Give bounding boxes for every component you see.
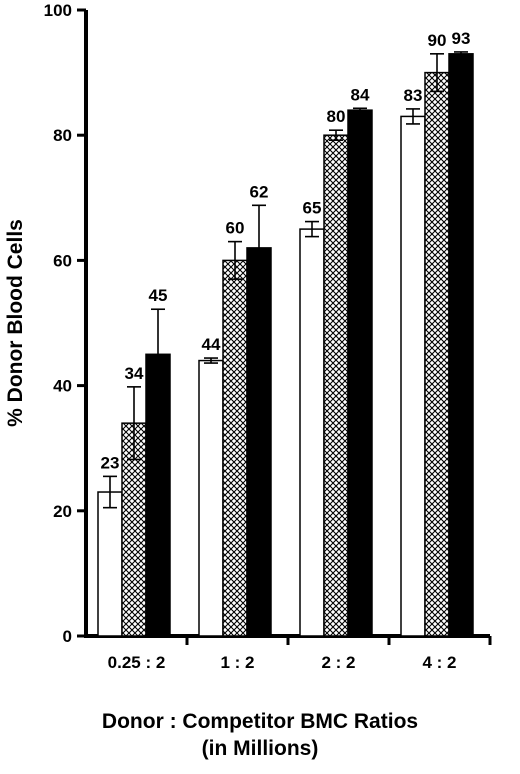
bar xyxy=(424,71,450,637)
x-tick-label: 1 : 2 xyxy=(220,653,254,672)
data-label: 44 xyxy=(202,335,221,354)
x-axis-title-line-2: (in Millions) xyxy=(201,737,319,760)
y-tick-label: 100 xyxy=(44,1,72,20)
bar xyxy=(246,247,272,637)
bar xyxy=(347,109,373,637)
x-axis-title-line-1: Donor : Competitor BMC Ratios xyxy=(101,710,419,733)
bars xyxy=(97,51,474,637)
x-axis-title: Donor : Competitor BMC Ratios (in Millio… xyxy=(0,708,520,762)
data-label: 83 xyxy=(404,86,423,105)
x-tick-label: 4 : 2 xyxy=(422,653,456,672)
data-label: 90 xyxy=(428,31,447,50)
bar xyxy=(198,359,224,637)
data-label: 62 xyxy=(250,182,269,201)
bar xyxy=(222,259,248,637)
data-label: 84 xyxy=(351,85,370,104)
data-label: 23 xyxy=(101,453,120,472)
data-label: 80 xyxy=(327,107,346,126)
x-tick-label: 2 : 2 xyxy=(321,653,355,672)
bar xyxy=(323,134,349,637)
y-tick-label: 0 xyxy=(63,627,72,646)
x-tick-label: 0.25 : 2 xyxy=(108,653,166,672)
y-tick-label: 60 xyxy=(53,251,72,270)
y-tick-label: 40 xyxy=(53,377,72,396)
data-label: 34 xyxy=(125,364,144,383)
y-axis-title: % Donor Blood Cells xyxy=(4,219,27,427)
data-label: 65 xyxy=(303,199,322,218)
y-tick-label: 20 xyxy=(53,502,72,521)
data-label: 93 xyxy=(452,29,471,48)
bar xyxy=(97,491,123,637)
data-label: 45 xyxy=(149,286,168,305)
data-label: 60 xyxy=(226,219,245,238)
bar-chart: 0 20 40 60 80 100 % Donor Blood Cells 0.25 : 2 2… xyxy=(4,1,492,672)
bar xyxy=(448,53,474,637)
labels: 0 20 40 60 80 100 % Donor Blood Cells 0.25 : 2 2… xyxy=(4,1,470,672)
bar xyxy=(400,115,426,637)
y-tick-label: 80 xyxy=(53,126,72,145)
bar xyxy=(299,228,325,637)
